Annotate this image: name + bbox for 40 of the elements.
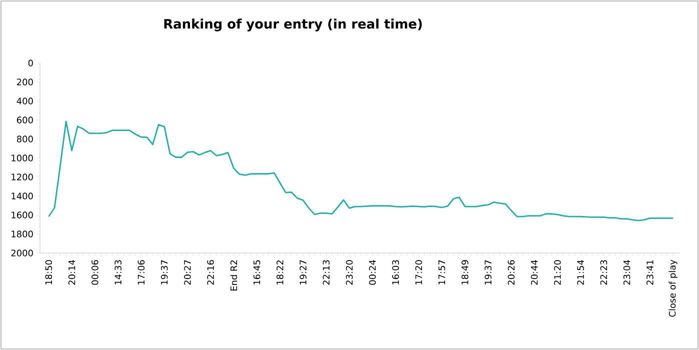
y-tick-label: 1200 — [12, 174, 33, 180]
x-tick-label: 18:50 — [45, 260, 52, 284]
x-tick-label: 22:16 — [207, 260, 214, 285]
x-tick-label: 19:27 — [300, 260, 306, 284]
x-tick-label: 14:33 — [114, 260, 122, 284]
y-tick-label: 1800 — [12, 230, 33, 238]
x-tick-label: 22:13 — [322, 260, 330, 285]
x-tick-label: 21:54 — [577, 260, 584, 285]
x-tick-label: 20:44 — [530, 260, 538, 285]
x-tick-label: 23:41 — [646, 260, 654, 285]
x-tick-label: 17:57 — [438, 260, 446, 284]
x-tick-label: 22:23 — [600, 260, 608, 285]
x-tick-label: End R2 — [230, 260, 238, 290]
x-tick-label: 17:06 — [138, 260, 145, 284]
x-tick-label: 20:27 — [184, 260, 191, 285]
x-tick-label: Close of play — [668, 260, 678, 317]
x-tick-label: 20:14 — [68, 260, 76, 285]
x-tick-label: 21:20 — [554, 260, 561, 285]
y-tick-label: 1000 — [12, 154, 33, 162]
x-tick-label: 18:49 — [462, 260, 468, 284]
x-tick-label: 00:24 — [369, 260, 376, 285]
y-tick-label: 0 — [28, 60, 33, 66]
y-tick-label: 2000 — [11, 250, 33, 256]
x-tick-label: 17:20 — [415, 260, 422, 284]
x-tick-label: 18:22 — [276, 260, 284, 284]
x-tick-label: 19:37 — [160, 260, 168, 284]
y-tick-label: 400 — [16, 98, 33, 104]
x-tick-label: 19:37 — [484, 260, 492, 284]
chart-title: Ranking of your entry (in real time) — [164, 18, 422, 32]
x-tick-label: 20:26 — [508, 260, 515, 285]
y-tick-label: 800 — [16, 136, 33, 142]
x-tick-label: 23:04 — [623, 260, 630, 285]
x-tick-label: 23:20 — [346, 260, 353, 285]
x-tick-label: 16:03 — [392, 260, 399, 284]
y-tick-label: 200 — [17, 78, 33, 86]
y-tick-label: 1600 — [12, 212, 33, 218]
y-tick-label: 1400 — [12, 192, 33, 200]
x-tick-label: 00:06 — [92, 260, 98, 285]
x-tick-label: 16:45 — [253, 260, 260, 284]
y-tick-label: 600 — [16, 116, 33, 124]
